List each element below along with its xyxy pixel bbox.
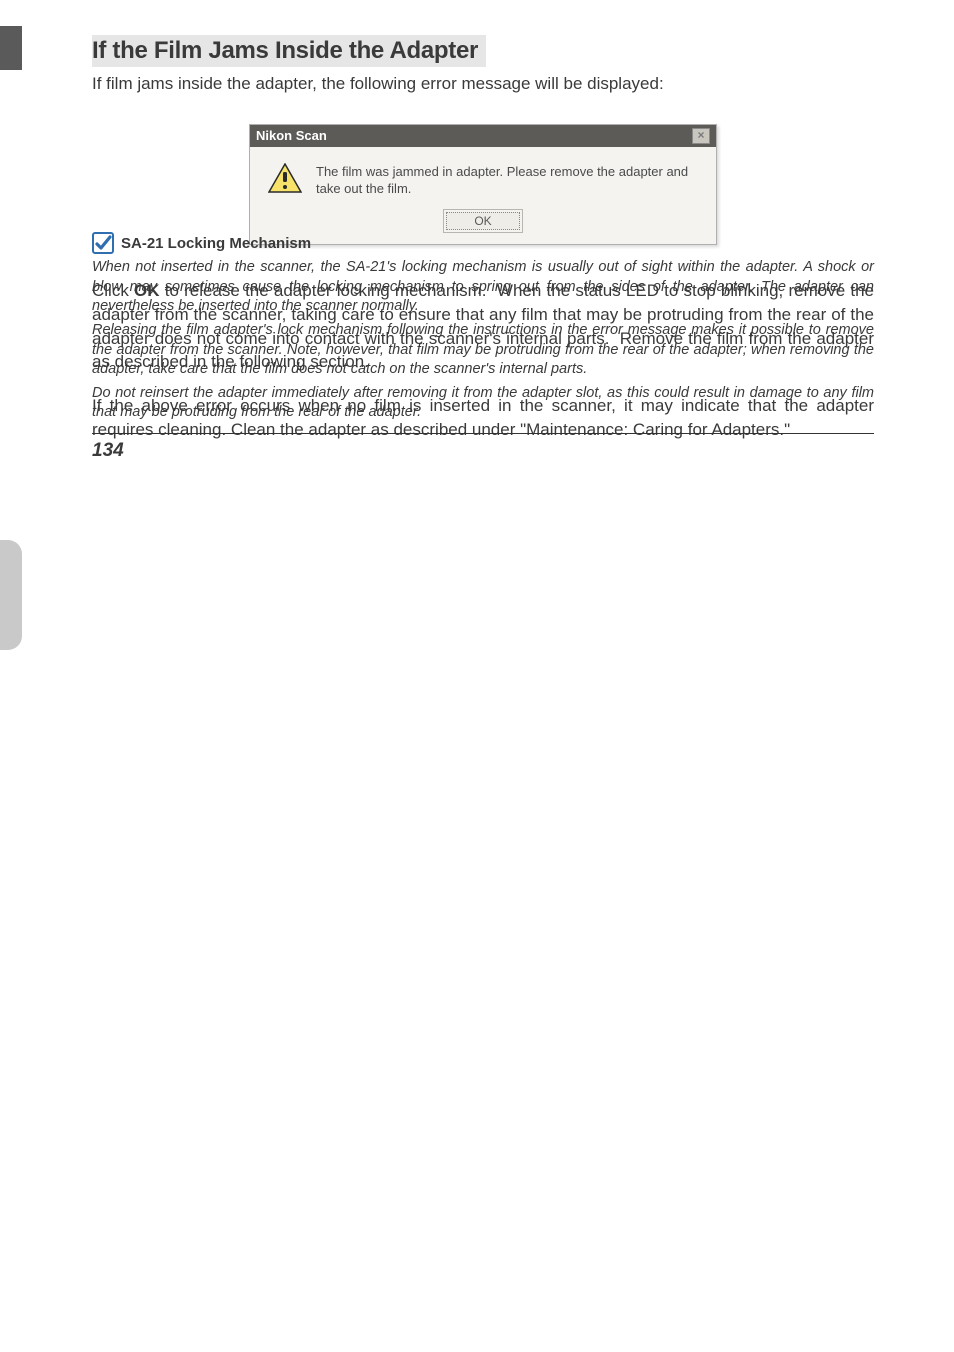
margin-tab-mid xyxy=(0,540,22,650)
page-content: If the Film Jams Inside the Adapter If f… xyxy=(0,0,954,492)
note-header: SA-21 Locking Mechanism xyxy=(92,232,874,254)
section-heading: If the Film Jams Inside the Adapter xyxy=(92,35,486,67)
note-para-3: Do not reinsert the adapter immediately … xyxy=(92,384,874,423)
dialog-body: The film was jammed in adapter. Please r… xyxy=(250,147,716,212)
dialog-container: Nikon Scan × The film was jammed in adap… xyxy=(92,124,874,245)
note-para-1: When not inserted in the scanner, the SA… xyxy=(92,258,874,317)
footer-rule xyxy=(92,433,874,434)
check-icon xyxy=(92,232,114,254)
dialog-titlebar: Nikon Scan × xyxy=(250,125,716,147)
close-icon[interactable]: × xyxy=(692,128,710,144)
intro-text: If film jams inside the adapter, the fol… xyxy=(92,73,874,96)
page-number: 134 xyxy=(92,440,874,462)
footnote-block: SA-21 Locking Mechanism When not inserte… xyxy=(92,232,874,462)
note-para-2: Releasing the film adapter's lock mechan… xyxy=(92,321,874,380)
dialog-title: Nikon Scan xyxy=(256,128,327,143)
dialog-message: The film was jammed in adapter. Please r… xyxy=(316,163,696,198)
warning-icon xyxy=(268,163,302,193)
note-title: SA-21 Locking Mechanism xyxy=(121,235,311,252)
error-dialog: Nikon Scan × The film was jammed in adap… xyxy=(249,124,717,245)
ok-button[interactable]: OK xyxy=(446,212,520,230)
